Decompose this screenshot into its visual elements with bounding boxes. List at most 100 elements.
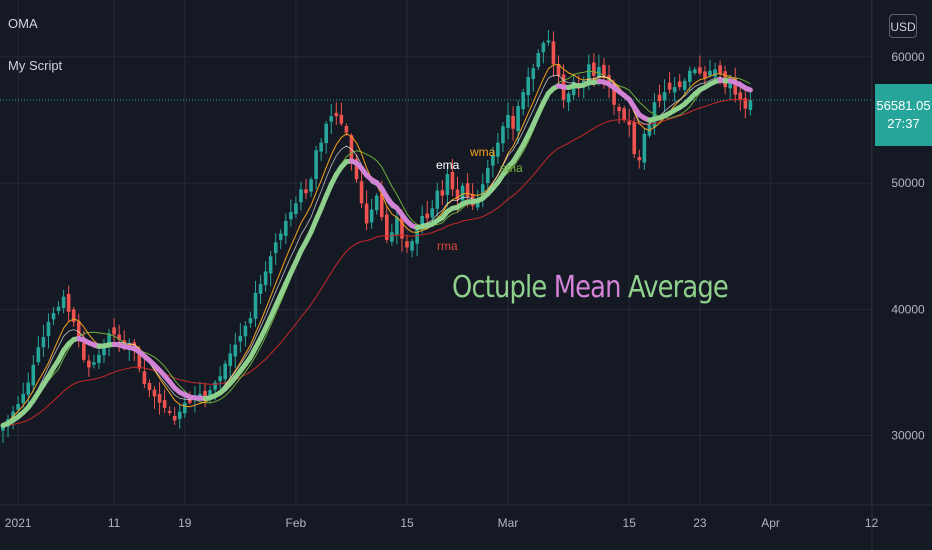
candle-body [354,158,359,180]
candle-body [703,71,707,79]
candle-body [314,150,318,180]
candle-body [31,364,36,386]
candle-body [486,167,490,183]
candle-body [642,133,647,163]
candle-body [551,41,556,65]
candle-body [526,77,530,96]
candle-body [97,354,101,363]
candle-body [289,212,293,220]
candle-body [546,40,551,43]
bar-countdown: 27:37 [887,115,920,131]
candle-body [112,327,116,335]
watermark-word-1: Octuple [452,270,547,305]
candle-body [329,116,334,122]
candle-body [718,65,722,74]
candle-body [299,189,303,203]
price-tick-label: 40000 [891,302,925,316]
currency-button[interactable]: USD [889,14,917,38]
candle-body [56,306,61,311]
candle-body [728,79,732,89]
candle-body [41,337,46,348]
watermark-word-3: Average [627,270,729,305]
candle-body [278,233,283,240]
candle-body [733,77,738,95]
candle-body [405,241,409,248]
candle-body [592,62,596,76]
candle-body [425,213,429,219]
candle-body [541,42,546,53]
candle-body [132,342,137,350]
candle-body [137,352,142,369]
candle-body [369,209,374,223]
candle-body [208,390,212,400]
candle-body [531,68,536,80]
candle-body [188,398,192,403]
candle-body [430,208,435,218]
oma-segment [742,85,753,93]
moving-average-overlays [0,63,753,428]
candle-body [223,363,227,380]
candle-body [253,292,258,319]
candle-body [455,189,460,200]
candle-body [51,313,56,320]
candle-body [708,70,712,76]
candle-body [662,92,667,101]
candle-body [652,102,657,128]
candle-body [571,82,576,96]
last-price-value: 56581.05 [876,97,931,113]
candle-body [294,203,298,215]
time-tick-label: Apr [761,516,780,530]
candle-body [46,321,51,337]
candle-body [496,142,500,157]
candle-body [395,217,399,235]
candle-body [536,53,541,67]
candle-body [243,325,248,337]
candle-body [87,360,91,368]
candle-body [319,142,323,152]
candle-body [506,114,510,128]
candle-body [162,400,167,408]
candle-body [627,121,631,125]
candle-body [390,232,394,242]
candle-body [657,94,662,101]
candle-body [374,195,379,211]
candle-body [82,342,86,360]
time-tick-label: 12 [865,516,879,530]
candle-body [632,122,637,155]
time-tick-label: 2021 [5,516,32,530]
wma-label: wma [470,145,496,159]
candle-body [556,64,561,76]
candle-body [410,241,414,251]
candle-body [263,271,268,286]
candle-body [258,284,263,294]
candle-body [667,82,672,90]
candle-body [743,98,748,109]
candle-body [284,220,288,236]
candle-body [602,64,606,78]
candle-body [213,382,217,390]
time-tick-label: Feb [286,516,307,530]
candle-body [400,216,404,239]
candle-body [157,393,162,403]
price-tick-label: 60000 [891,50,925,64]
candle-body [107,333,111,344]
candle-body [304,189,308,194]
candle-body [92,362,96,365]
candle-body [11,411,15,419]
candle-body [698,67,702,74]
script-name: My Script [8,58,63,73]
candle-body [71,309,76,322]
candle-body [268,256,273,274]
candle-body [309,179,313,192]
candle-body [147,382,152,391]
candle-body [334,112,339,117]
candle-body [379,193,384,218]
price-axis: 30000 40000 50000 60000 [891,50,925,443]
candle-body [177,411,182,419]
sma-label: sma [500,161,523,175]
candle-body [238,335,243,342]
time-tick-label: 23 [693,516,707,530]
symbol-title: OMA [8,16,38,31]
candle-body [102,344,106,356]
